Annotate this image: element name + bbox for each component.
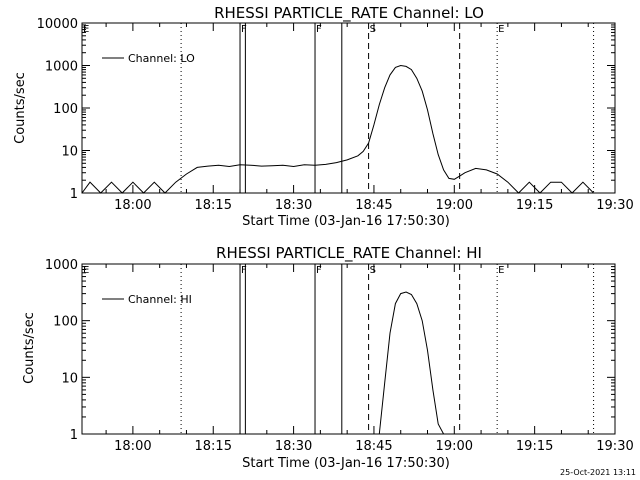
x-tick-label: 19:00 — [436, 198, 473, 213]
x-tick-label: 19:30 — [596, 198, 633, 213]
x-tick-label: 18:00 — [114, 198, 151, 213]
x-tick-label: 18:30 — [275, 198, 312, 213]
x-axis-label: Start Time (03-Jan-16 17:50:30) — [242, 456, 450, 471]
event-marker-label: E — [83, 265, 89, 276]
x-tick-label: 19:30 — [596, 439, 633, 454]
x-axis-label: Start Time (03-Jan-16 17:50:30) — [242, 214, 450, 229]
chart-title: RHESSI PARTICLE_RATE Channel: HI — [216, 244, 482, 263]
footer-timestamp: 25-Oct-2021 13:11 — [560, 468, 636, 477]
lo-channel-panel: RHESSI PARTICLE_RATE Channel: LO Start T… — [13, 4, 634, 229]
event-marker-label: E — [83, 24, 89, 35]
series-line — [81, 64, 594, 194]
x-tick-label: 18:00 — [114, 439, 151, 454]
event-marker-label: F — [241, 24, 247, 35]
x-tick-label: 18:30 — [275, 439, 312, 454]
y-tick-label: 1 — [70, 187, 78, 202]
event-marker-label: S — [370, 265, 376, 276]
x-tick-label: 19:15 — [516, 198, 553, 213]
legend-entry: Channel: HI — [128, 293, 192, 306]
plot-frame — [81, 22, 616, 194]
y-tick-label: 10 — [61, 145, 78, 160]
y-tick-label: 1000 — [45, 60, 78, 75]
event-marker-label: F — [316, 24, 322, 35]
legend-entry: Channel: LO — [128, 52, 195, 65]
plot-frame — [81, 263, 616, 435]
x-tick-label: 19:00 — [436, 439, 473, 454]
y-tick-label: 100 — [53, 315, 78, 330]
y-tick-label: 1000 — [45, 258, 78, 273]
y-axis-label: Counts/sec — [13, 72, 28, 144]
event-marker-label: F — [241, 265, 247, 276]
x-tick-label: 18:45 — [355, 439, 392, 454]
x-tick-label: 19:15 — [516, 439, 553, 454]
event-marker-label: F — [316, 265, 322, 276]
x-tick-label: 18:15 — [195, 439, 232, 454]
hi-channel-panel: RHESSI PARTICLE_RATE Channel: HI Start T… — [22, 244, 634, 471]
y-axis-label: Counts/sec — [22, 312, 37, 384]
y-tick-label: 1 — [70, 428, 78, 443]
y-tick-label: 100 — [53, 102, 78, 117]
event-marker-label: E — [498, 265, 504, 276]
series-line — [378, 291, 445, 435]
y-tick-label: 10 — [61, 371, 78, 386]
event-marker-label: S — [370, 24, 376, 35]
x-tick-label: 18:15 — [195, 198, 232, 213]
y-tick-label: 10000 — [37, 17, 78, 32]
x-tick-label: 18:45 — [355, 198, 392, 213]
event-marker-label: E — [498, 24, 504, 35]
chart-title: RHESSI PARTICLE_RATE Channel: LO — [214, 4, 484, 23]
